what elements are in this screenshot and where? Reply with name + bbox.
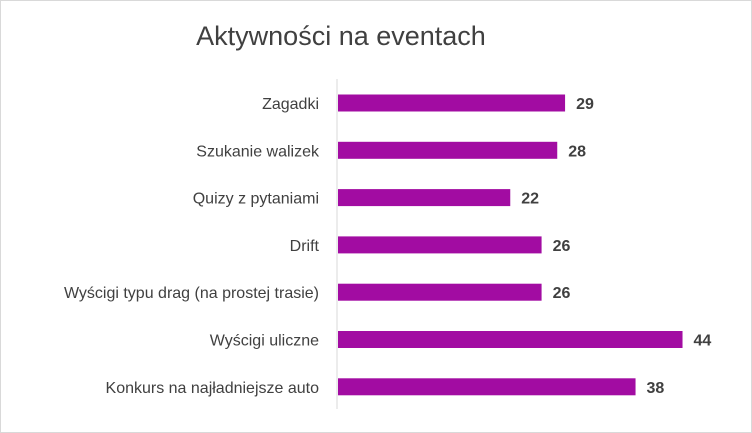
- bar: [338, 141, 558, 159]
- value-label: 22: [521, 191, 539, 208]
- category-label: Zagadki: [262, 96, 319, 113]
- value-label: 29: [576, 96, 594, 113]
- value-label: 44: [694, 333, 712, 350]
- bar: [338, 283, 542, 301]
- category-label: Wyścigi typu drag (na prostej trasie): [64, 285, 319, 302]
- bar: [338, 378, 636, 396]
- category-label: Quizy z pytaniami: [193, 191, 319, 208]
- category-label: Drift: [290, 238, 320, 255]
- bar: [338, 236, 542, 254]
- bar: [338, 331, 683, 348]
- value-label: 28: [568, 143, 586, 160]
- bar: [338, 94, 566, 112]
- category-label: Szukanie walizek: [196, 143, 320, 160]
- value-label: 26: [553, 285, 571, 302]
- chart-title: Aktywności na eventach: [196, 21, 486, 51]
- value-label: 26: [553, 238, 571, 255]
- bar: [338, 189, 511, 207]
- category-label: Konkurs na najładniejsze auto: [106, 380, 320, 397]
- value-label: 38: [647, 380, 665, 397]
- category-label: Wyścigi uliczne: [210, 333, 319, 350]
